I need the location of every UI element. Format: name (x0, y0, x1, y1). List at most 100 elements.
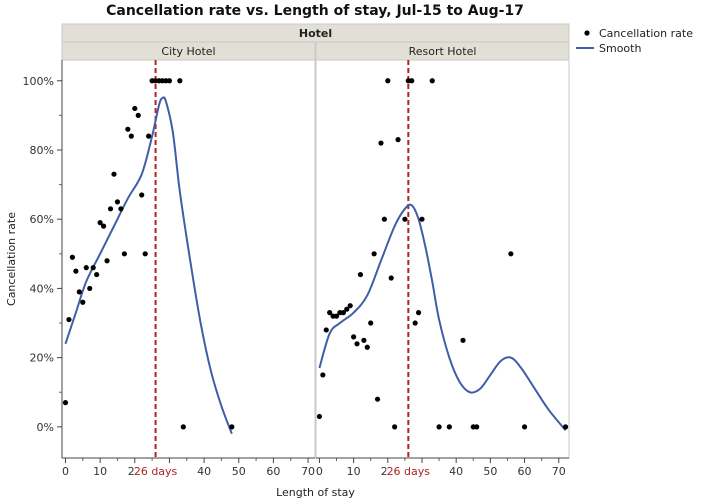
x-tick-label: 40 (197, 465, 211, 478)
data-point (320, 372, 326, 378)
panel-city-hotel: City Hotel01020304050607026 days (61, 41, 316, 478)
axes: 0% 20% 40% 60% 80% 100% Cancellation rate Lengt… (5, 60, 355, 499)
data-point (446, 424, 452, 430)
panel-header-label: City Hotel (161, 45, 215, 58)
data-point (146, 133, 152, 139)
y-tick-label: 80% (30, 144, 54, 157)
data-point (69, 254, 75, 260)
y-tick-label: 40% (30, 282, 54, 295)
y-axis-title: Cancellation rate (5, 212, 18, 306)
data-point (104, 258, 110, 264)
data-point (388, 275, 394, 281)
data-point (415, 310, 422, 316)
data-point (177, 78, 183, 84)
data-point (395, 137, 401, 143)
reference-label-bg (133, 464, 178, 478)
y-tick-label: 20% (30, 352, 54, 365)
x-tick-label: 40 (449, 465, 463, 478)
panel-plot-area (315, 59, 570, 459)
data-point (508, 251, 514, 257)
data-point (412, 320, 418, 326)
reference-label: 26 days (387, 465, 431, 478)
data-point (180, 424, 186, 430)
facet-header-label: Hotel (299, 27, 332, 40)
data-point (344, 306, 350, 312)
x-tick-label: 0 (62, 465, 69, 478)
data-point (76, 289, 82, 295)
x-tick-label: 0 (316, 465, 323, 478)
legend: Cancellation rate Smooth (576, 27, 693, 55)
data-point (340, 310, 346, 316)
y-tick-label: 0% (37, 421, 54, 434)
reference-label: 26 days (134, 465, 178, 478)
data-point (118, 206, 124, 212)
data-point (521, 424, 528, 430)
data-point (323, 327, 329, 333)
x-tick-label: 60 (518, 465, 532, 478)
data-point (125, 126, 131, 132)
data-point (402, 216, 408, 222)
data-point (371, 251, 377, 257)
data-point (83, 265, 89, 271)
data-point (419, 216, 425, 222)
data-point (409, 78, 415, 84)
data-point (429, 78, 435, 84)
x-tick-label: 50 (483, 465, 497, 478)
x-tick-label: 50 (232, 465, 246, 478)
data-point (474, 424, 480, 430)
x-tick-label: 60 (266, 465, 280, 478)
x-axis-title: Length of stay (276, 486, 355, 499)
data-point (333, 313, 340, 319)
x-tick-label: 10 (93, 465, 107, 478)
data-point (128, 133, 134, 139)
x-tick-label: 70 (301, 465, 315, 478)
data-point (381, 216, 387, 222)
data-point (368, 320, 374, 326)
data-point (80, 299, 86, 305)
data-point (385, 78, 391, 84)
data-point (562, 424, 569, 430)
data-point (107, 206, 114, 212)
y-tick-label: 100% (23, 75, 54, 88)
data-point (316, 413, 323, 420)
data-point (229, 424, 235, 430)
data-point (364, 344, 370, 350)
data-point (357, 271, 364, 278)
y-tick-label: 60% (30, 213, 54, 226)
data-point (166, 78, 173, 84)
x-tick-label: 10 (347, 465, 361, 478)
data-point (94, 271, 100, 278)
data-point (135, 112, 141, 118)
data-point (97, 220, 103, 226)
smooth-line (318, 203, 567, 431)
data-point (436, 424, 442, 430)
data-point (73, 268, 79, 274)
data-point (114, 199, 121, 205)
data-point (392, 424, 398, 430)
reference-label-bg (386, 464, 431, 478)
data-point (361, 337, 367, 343)
data-point (121, 251, 127, 257)
legend-label-smooth: Smooth (599, 42, 641, 55)
panel-plot-area (61, 59, 316, 459)
legend-dot-marker (584, 30, 590, 36)
data-point (66, 316, 72, 323)
data-point (62, 400, 69, 406)
chart-title: Cancellation rate vs. Length of stay, Ju… (106, 3, 524, 19)
x-tick-label: 70 (552, 465, 566, 478)
data-point (139, 192, 145, 198)
data-point (378, 140, 384, 146)
data-point (327, 310, 333, 316)
data-point (100, 223, 107, 229)
data-point (347, 303, 353, 309)
data-point (374, 396, 381, 402)
panel-resort-hotel: Resort Hotel01020304050607026 days (315, 41, 570, 478)
legend-label-cancellation-rate: Cancellation rate (599, 27, 693, 40)
data-point (132, 105, 138, 112)
data-point (351, 334, 357, 340)
panel-header-label: Resort Hotel (409, 45, 477, 58)
data-point (90, 265, 96, 271)
chart-frame: Hotel (61, 23, 570, 43)
data-point (142, 251, 148, 257)
